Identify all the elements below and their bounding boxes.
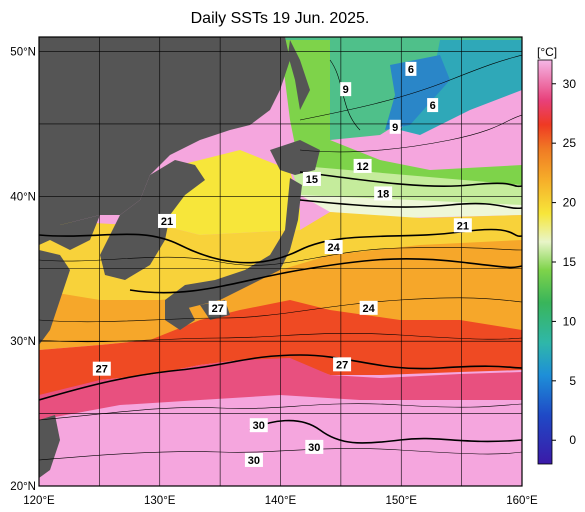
latitude-axis: 50°N 40°N 30°N 20°N	[10, 46, 36, 493]
contour-label: 21	[157, 213, 176, 228]
lon-tick-label: 160°E	[506, 495, 538, 507]
svg-text:27: 27	[336, 359, 348, 371]
contour-label: 9	[389, 119, 401, 134]
svg-text:21: 21	[457, 220, 469, 232]
svg-text:9: 9	[343, 84, 349, 96]
lat-tick-label: 50°N	[10, 46, 36, 58]
svg-text:12: 12	[356, 161, 368, 173]
colorbar-tick-label: 10	[563, 314, 577, 328]
contour-label: 30	[244, 452, 263, 467]
lon-tick-label: 150°E	[386, 495, 418, 507]
lon-tick-label: 120°E	[23, 495, 55, 507]
contour-label: 9	[340, 82, 352, 97]
lon-tick-label: 140°E	[265, 495, 297, 507]
contour-label: 15	[302, 171, 321, 186]
svg-text:27: 27	[212, 303, 224, 315]
contour-label: 27	[208, 300, 227, 315]
contour-labels: 6 9 6 9 12 15 18 21 21 24 24 27 27 27 30 30 30	[92, 61, 472, 467]
svg-text:30: 30	[253, 420, 265, 432]
colorbar-tick-label: 5	[569, 374, 576, 388]
contour-label: 18	[374, 186, 393, 201]
svg-text:30: 30	[308, 442, 320, 454]
colorbar-tick-label: 20	[563, 196, 577, 210]
colorbar-tick-label: 25	[563, 136, 577, 150]
lat-tick-label: 30°N	[10, 336, 36, 348]
colorbar-unit: [°C]	[537, 45, 557, 59]
svg-text:6: 6	[408, 64, 414, 76]
colorbar-tick-label: 15	[563, 255, 577, 269]
lon-tick-label: 130°E	[144, 495, 176, 507]
contour-label: 21	[453, 218, 472, 233]
contour-label: 30	[249, 418, 268, 433]
lat-tick-label: 40°N	[10, 191, 36, 203]
contour-label: 24	[324, 240, 343, 255]
contour-label: 24	[359, 300, 378, 315]
contour-label: 6	[405, 61, 417, 76]
contour-label: 27	[92, 361, 111, 376]
plot-frame	[38, 36, 523, 487]
svg-text:15: 15	[306, 174, 318, 186]
contour-label: 30	[305, 439, 324, 454]
svg-text:9: 9	[392, 122, 398, 134]
contour-label: 12	[353, 158, 372, 173]
graticule	[39, 37, 522, 486]
colorbar-tick-label: 0	[569, 433, 576, 447]
svg-text:18: 18	[377, 188, 389, 200]
colorbar-ramp	[537, 59, 553, 465]
svg-text:6: 6	[430, 100, 436, 112]
lat-tick-label: 20°N	[10, 481, 36, 493]
svg-text:24: 24	[328, 242, 341, 254]
svg-text:24: 24	[363, 303, 376, 315]
svg-text:30: 30	[248, 455, 260, 467]
map-title: Daily SSTs 19 Jun. 2025.	[190, 10, 370, 27]
longitude-axis: 120°E 130°E 140°E 150°E 160°E	[23, 495, 538, 507]
svg-text:21: 21	[161, 216, 173, 228]
contour-label: 27	[333, 357, 352, 372]
colorbar: [°C] 30 25 20 15 10 5 0	[537, 45, 576, 465]
colorbar-tick-label: 30	[563, 77, 577, 91]
contour-label: 6	[427, 98, 439, 113]
colorbar-ticks: 30 25 20 15 10 5 0	[552, 77, 576, 447]
svg-text:27: 27	[96, 364, 108, 376]
